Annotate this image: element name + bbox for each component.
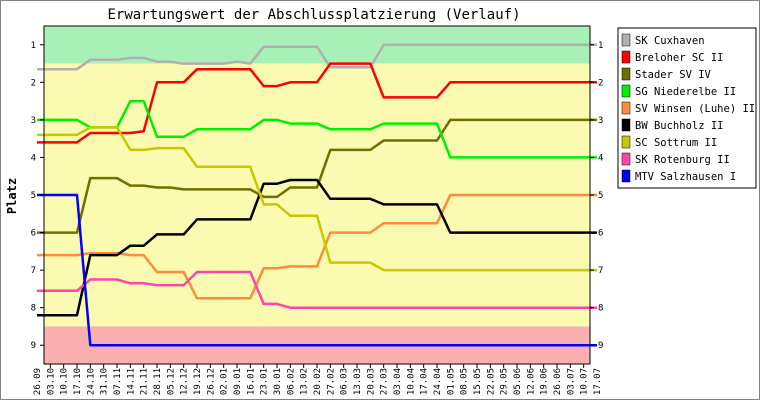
legend-swatch [621,84,631,98]
legend-swatch [621,101,631,115]
y-tick-label-left: 1 [31,41,36,51]
x-tick-label: 17.04 [420,368,430,395]
series-line-sg-niederelbe-ii [37,99,597,159]
legend-label: Stader SV IV [635,69,712,81]
y-tick-label-left: 3 [31,116,36,126]
x-tick-label: 05.06 [513,368,523,395]
y-tick-label-left: 9 [31,341,36,351]
legend-swatch [621,169,631,183]
series-lines [37,43,597,347]
legend-swatch [621,50,631,64]
legend-swatch [621,67,631,81]
x-tick-label: 13.03 [353,368,363,395]
x-tick-label: 24.04 [433,368,443,395]
legend-swatch [621,135,631,149]
series-line-mtv-salzhausen-i [37,193,597,347]
x-tick-label: 01.05 [446,368,456,395]
legend-label: MTV Salzhausen I [635,171,736,183]
y-tick-label-right: 4 [598,153,603,163]
x-tick-label: 23.01 [260,368,270,395]
x-tick-label: 22.05 [486,368,496,395]
series-line-sk-cuxhaven [37,43,597,71]
y-tick-label-left: 4 [31,153,36,163]
x-tick-label: 26.12 [206,368,216,395]
x-tick-label: 21.11 [140,368,150,395]
legend-swatch [621,152,631,166]
x-tick-label: 17.10 [73,368,83,395]
x-tick-label: 26.09 [33,368,43,395]
x-tick-label: 27.02 [326,368,336,395]
x-tick-label: 06.03 [340,368,350,395]
series-line-stader-sv-iv [37,118,597,234]
x-tick-label: 31.10 [100,368,110,395]
x-axis: 26.09 03.10 10.10 17.10 24.10 31.10 07.11 14.11… [33,364,603,395]
x-tick-label: 10.10 [60,368,70,395]
x-tick-label: 03.07 [566,368,576,395]
legend-label: SK Cuxhaven [635,35,705,47]
series-line-bw-buchholz-ii [37,178,597,317]
y-tick-label-right: 3 [598,116,603,126]
y-tick-label-left: 7 [31,266,36,276]
legend: SK Cuxhaven Breloher SC II Stader SV IV SG … [617,27,757,189]
x-tick-label: 12.06 [526,368,536,395]
x-tick-label: 03.10 [46,368,56,395]
x-tick-label: 07.11 [113,368,123,395]
y-tick-label-left: 6 [31,229,36,239]
series-line-sv-winsen-luhe-ii [37,193,597,300]
x-tick-label: 17.07 [593,368,603,395]
x-tick-label: 05.12 [166,368,176,395]
x-tick-label: 20.03 [366,368,376,395]
x-tick-label: 10.04 [406,368,416,395]
x-tick-label: 14.11 [126,368,136,395]
legend-swatch [621,33,631,47]
x-tick-label: 29.05 [500,368,510,395]
y-tick-label-right: 8 [598,304,603,314]
legend-label: Breloher SC II [635,52,724,64]
y-tick-label-right: 5 [598,191,603,201]
x-tick-label: 26.06 [553,368,563,395]
x-tick-label: 06.02 [286,368,296,395]
y-axis-left: 1 2 3 4 5 6 7 8 9 [31,41,44,351]
y-axis-label: Platz [5,178,19,214]
legend-label: SV Winsen (Luhe) II [635,103,755,115]
x-tick-label: 20.02 [313,368,323,395]
x-tick-label: 10.07 [580,368,590,395]
legend-box [617,27,757,189]
legend-label: SG Niederelbe II [635,86,736,98]
y-tick-label-right: 7 [598,266,603,276]
x-tick-label: 03.04 [393,368,403,395]
legend-swatch [621,118,631,132]
y-tick-label-left: 2 [31,78,36,88]
series-line-sc-sottrum-ii [37,126,597,272]
x-tick-label: 02.01 [220,368,230,395]
legend-label: BW Buchholz II [635,120,724,132]
x-tick-label: 27.03 [380,368,390,395]
y-tick-label-left: 8 [31,304,36,314]
x-tick-label: 12.12 [180,368,190,395]
x-tick-label: 28.11 [153,368,163,395]
x-tick-label: 30.01 [273,368,283,395]
chart-title: Erwartungswert der Abschlussplatzierung … [107,7,520,23]
y-tick-label-right: 1 [598,41,603,51]
legend-label: SK Rotenburg II [635,154,730,166]
legend-label: SC Sottrum II [635,137,717,149]
series-line-breloher-sc-ii [37,62,597,144]
x-tick-label: 15.05 [473,368,483,395]
y-tick-label-left: 5 [31,191,36,201]
y-axis-right: 1 2 3 4 5 6 7 8 9 [590,41,603,351]
y-tick-label-right: 6 [598,229,603,239]
x-tick-label: 19.06 [540,368,550,395]
x-tick-label: 24.10 [86,368,96,395]
y-tick-label-right: 9 [598,341,603,351]
y-tick-label-right: 2 [598,78,603,88]
series-line-sk-rotenburg-ii [37,270,597,309]
x-tick-label: 16.01 [246,368,256,395]
x-tick-label: 19.12 [193,368,203,395]
x-tick-label: 08.05 [460,368,470,395]
x-tick-label: 09.01 [233,368,243,395]
x-tick-label: 13.02 [300,368,310,395]
